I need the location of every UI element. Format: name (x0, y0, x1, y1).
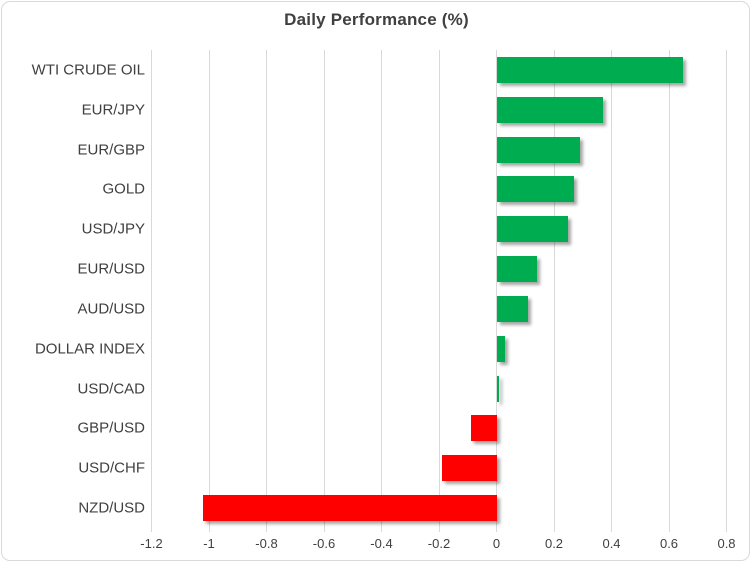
y-category-label: USD/CHF (78, 459, 145, 477)
x-tick-label: -1 (203, 536, 215, 551)
y-category-label: EUR/USD (77, 260, 145, 278)
x-axis-tick (611, 528, 612, 532)
x-tick-label: 0.8 (717, 536, 736, 551)
x-axis-tick (553, 528, 555, 532)
x-axis-tick (381, 528, 382, 532)
x-axis-tick (726, 528, 727, 532)
bar-usd-chf (441, 455, 497, 482)
y-category-label: NZD/USD (78, 499, 145, 517)
bar-usd-jpy (496, 216, 569, 243)
y-category-label: USD/CAD (77, 380, 145, 398)
y-category-label: GBP/USD (77, 419, 145, 437)
bar-dollar-index (496, 335, 506, 362)
x-tick-label: 0.4 (602, 536, 621, 551)
x-axis-tick (668, 528, 670, 532)
bar-gold (496, 176, 575, 203)
gridline (611, 50, 612, 528)
gridline (496, 50, 497, 528)
bar-eur-usd (496, 256, 537, 283)
bar-usd-cad (496, 375, 500, 402)
gridline (208, 50, 210, 528)
gridline (668, 50, 670, 528)
y-category-label: EUR/GBP (77, 141, 145, 159)
x-tick-label: -0.4 (370, 536, 393, 551)
x-tick-label: -0.8 (255, 536, 278, 551)
gridline (726, 50, 727, 528)
y-category-label: USD/JPY (81, 220, 145, 238)
gridline (381, 50, 382, 528)
gridline (266, 50, 267, 528)
gridline (553, 50, 555, 528)
bar-aud-usd (496, 295, 529, 322)
x-tick-label: 0.6 (659, 536, 679, 551)
x-axis-tick (151, 528, 152, 532)
y-category-label: DOLLAR INDEX (34, 340, 145, 358)
y-category-label: AUD/USD (77, 300, 145, 318)
y-category-label: EUR/JPY (81, 101, 145, 119)
x-axis-tick (266, 528, 267, 532)
x-axis-tick (208, 528, 210, 532)
x-tick-label: -0.2 (427, 536, 451, 551)
y-category-label: WTI CRUDE OIL (31, 61, 145, 79)
y-category-label: GOLD (102, 180, 145, 198)
gridline (438, 50, 440, 528)
bar-eur-gbp (496, 136, 580, 163)
gridline (151, 50, 152, 528)
x-axis-tick (438, 528, 440, 532)
bar-nzd-usd (203, 495, 497, 522)
x-axis-tick (323, 528, 325, 532)
bar-wti-crude-oil (496, 56, 684, 83)
x-tick-label: -0.6 (312, 536, 336, 551)
x-tick-label: -1.2 (140, 536, 163, 551)
bar-gbp-usd (470, 415, 497, 442)
gridline (323, 50, 325, 528)
x-tick-label: 0.2 (544, 536, 564, 551)
bar-eur-jpy (496, 96, 603, 123)
x-axis-tick (496, 528, 497, 532)
x-tick-label: 0 (492, 536, 501, 551)
chart-title: Daily Performance (%) (284, 10, 469, 29)
